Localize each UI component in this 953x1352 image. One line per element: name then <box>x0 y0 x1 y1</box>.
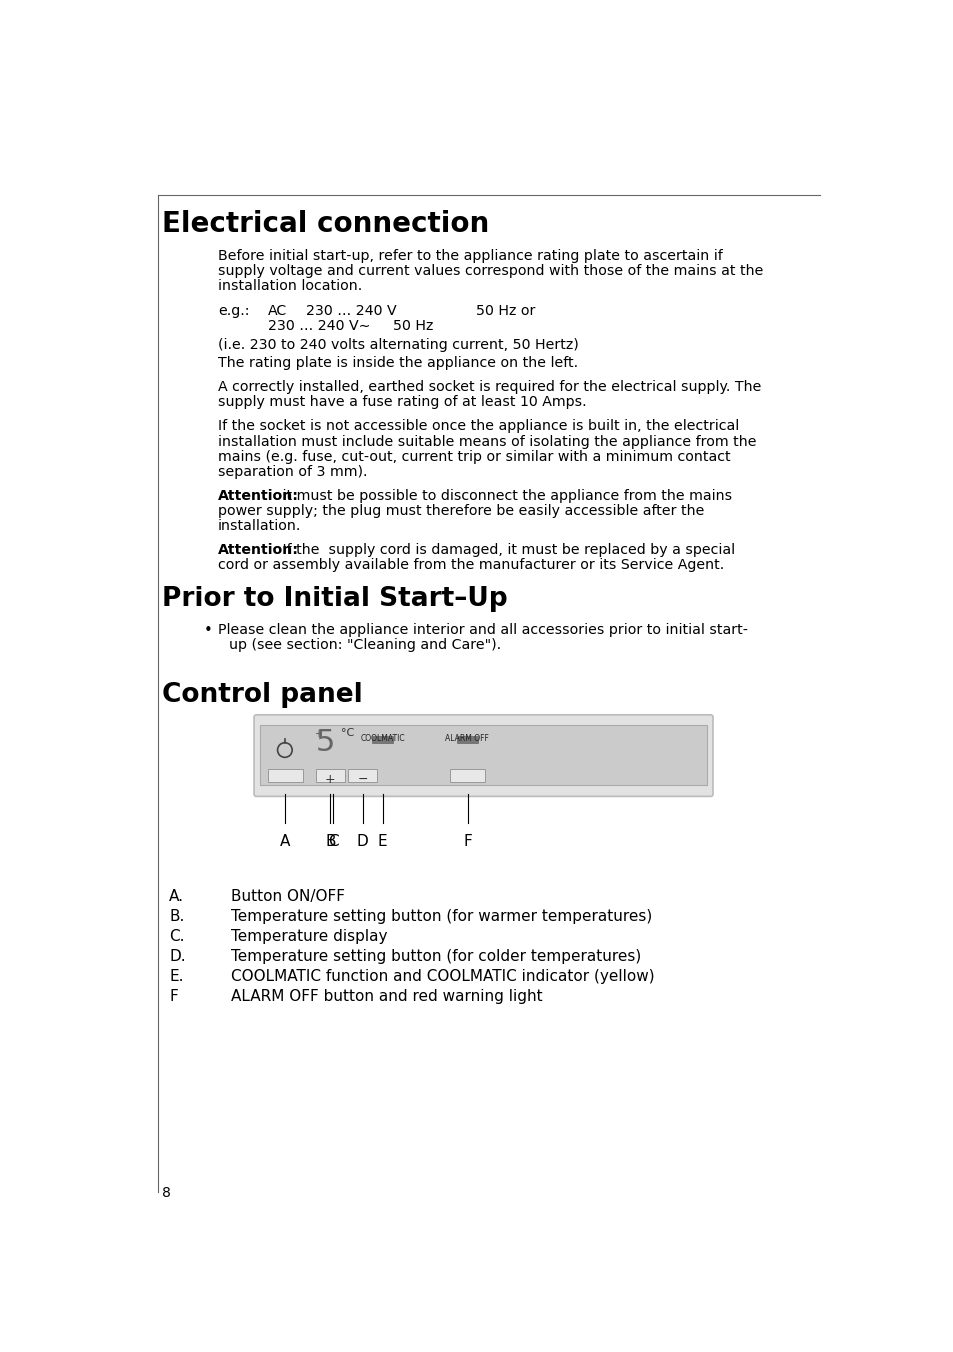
Text: 5: 5 <box>315 727 335 757</box>
Text: supply must have a fuse rating of at least 10 Amps.: supply must have a fuse rating of at lea… <box>217 395 586 410</box>
Text: B: B <box>325 834 335 849</box>
Text: cord or assembly available from the manufacturer or its Service Agent.: cord or assembly available from the manu… <box>217 558 723 572</box>
Text: E.: E. <box>170 969 184 984</box>
Text: C.: C. <box>170 929 185 944</box>
Text: +: + <box>314 729 322 738</box>
Text: C: C <box>328 834 338 849</box>
Text: Prior to Initial Start–Up: Prior to Initial Start–Up <box>161 587 507 612</box>
Text: Temperature setting button (for colder temperatures): Temperature setting button (for colder t… <box>231 949 640 964</box>
Text: up (see section: "Cleaning and Care").: up (see section: "Cleaning and Care"). <box>229 638 501 652</box>
Text: A correctly installed, earthed socket is required for the electrical supply. The: A correctly installed, earthed socket is… <box>217 380 760 395</box>
Text: Before initial start-up, refer to the appliance rating plate to ascertain if: Before initial start-up, refer to the ap… <box>217 249 721 264</box>
Text: D: D <box>356 834 368 849</box>
Text: (i.e. 230 to 240 volts alternating current, 50 Hertz): (i.e. 230 to 240 volts alternating curre… <box>217 338 578 352</box>
Text: A.: A. <box>170 888 184 904</box>
Bar <box>260 725 706 786</box>
Text: If the  supply cord is damaged, it must be replaced by a special: If the supply cord is damaged, it must b… <box>277 544 735 557</box>
Text: Electrical connection: Electrical connection <box>161 210 488 238</box>
Text: Button ON/OFF: Button ON/OFF <box>231 888 345 904</box>
Text: Temperature setting button (for warmer temperatures): Temperature setting button (for warmer t… <box>231 909 652 923</box>
Text: If the socket is not accessible once the appliance is built in, the electrical: If the socket is not accessible once the… <box>217 419 739 434</box>
Text: 50 Hz or: 50 Hz or <box>476 304 535 318</box>
Text: +: + <box>325 773 335 787</box>
Text: installation location.: installation location. <box>217 280 362 293</box>
Text: •: • <box>204 623 213 638</box>
Text: D.: D. <box>170 949 186 964</box>
Text: Please clean the appliance interior and all accessories prior to initial start-: Please clean the appliance interior and … <box>217 623 747 637</box>
Text: COOLMATIC: COOLMATIC <box>360 734 405 744</box>
Text: A: A <box>280 834 290 849</box>
Bar <box>372 735 393 742</box>
Bar <box>456 735 477 742</box>
Text: B.: B. <box>170 909 185 923</box>
Text: e.g.:: e.g.: <box>217 304 249 318</box>
Text: °C: °C <box>341 727 354 738</box>
Text: installation must include suitable means of isolating the appliance from the: installation must include suitable means… <box>217 434 756 449</box>
Text: COOLMATIC function and COOLMATIC indicator (yellow): COOLMATIC function and COOLMATIC indicat… <box>231 969 654 984</box>
Bar <box>450 769 484 781</box>
Text: F: F <box>170 988 178 1005</box>
Text: Attention:: Attention: <box>217 489 298 503</box>
Text: it must be possible to disconnect the appliance from the mains: it must be possible to disconnect the ap… <box>277 489 731 503</box>
Text: ALARM OFF button and red warning light: ALARM OFF button and red warning light <box>231 988 542 1005</box>
Bar <box>348 769 376 781</box>
Text: 8: 8 <box>161 1186 171 1201</box>
Text: 230 … 240 V∼     50 Hz: 230 … 240 V∼ 50 Hz <box>268 319 433 333</box>
Text: Attention:: Attention: <box>217 544 298 557</box>
Text: AC: AC <box>268 304 287 318</box>
Text: Control panel: Control panel <box>161 681 362 707</box>
Text: Temperature display: Temperature display <box>231 929 387 944</box>
Bar <box>315 769 345 781</box>
Text: 230 … 240 V: 230 … 240 V <box>306 304 396 318</box>
Text: −: − <box>357 773 368 787</box>
Text: installation.: installation. <box>217 519 301 533</box>
Text: mains (e.g. fuse, cut-out, current trip or similar with a minimum contact: mains (e.g. fuse, cut-out, current trip … <box>217 449 730 464</box>
Bar <box>268 769 302 781</box>
Text: F: F <box>463 834 472 849</box>
Text: E: E <box>377 834 387 849</box>
Text: power supply; the plug must therefore be easily accessible after the: power supply; the plug must therefore be… <box>217 504 703 518</box>
Text: supply voltage and current values correspond with those of the mains at the: supply voltage and current values corres… <box>217 264 762 279</box>
Text: separation of 3 mm).: separation of 3 mm). <box>217 465 367 479</box>
Text: The rating plate is inside the appliance on the left.: The rating plate is inside the appliance… <box>217 356 578 370</box>
Text: ALARM OFF: ALARM OFF <box>445 734 489 744</box>
FancyBboxPatch shape <box>253 715 712 796</box>
